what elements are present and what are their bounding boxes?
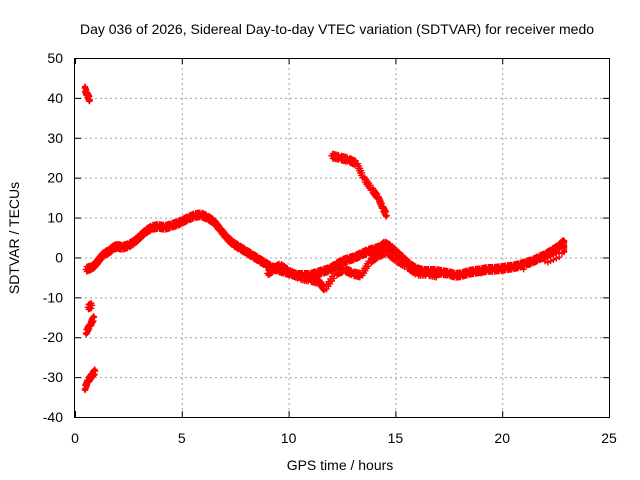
- y-tick-label: -10: [43, 289, 63, 305]
- y-tick-label: 30: [47, 130, 63, 146]
- y-tick-label: -20: [43, 329, 63, 345]
- upper-branch-point: [383, 208, 390, 215]
- y-tick-label: 20: [47, 170, 63, 186]
- lower-branch-point: [294, 270, 301, 277]
- early-segments-point: [86, 96, 93, 103]
- y-tick-label: 50: [47, 50, 63, 66]
- early-segments-point: [91, 314, 98, 321]
- axis-ticks: 0 5 10 15 20 25 -40 -30 -20 -10 0 10 20 30 40 50: [43, 50, 617, 446]
- lower-branch-point: [348, 267, 355, 274]
- lower-branch-point: [411, 266, 418, 273]
- y-tick-label: 40: [47, 90, 63, 106]
- plot-frame: [74, 58, 610, 418]
- x-tick-label: 0: [71, 430, 79, 446]
- upper-branch-point: [383, 212, 390, 219]
- lower-branch-point: [435, 272, 442, 279]
- gridlines: [75, 58, 609, 417]
- main-band-point: [140, 232, 147, 239]
- early-segments-point: [92, 368, 99, 375]
- lower-branch-point: [284, 265, 291, 272]
- early-segments-point: [89, 302, 96, 309]
- early-segments-point: [90, 313, 97, 320]
- y-tick-label: 10: [47, 210, 63, 226]
- lower-branch-point: [477, 270, 484, 277]
- lower-branch-point: [547, 258, 554, 265]
- y-tick-label: -40: [43, 409, 63, 425]
- lower-branch-point: [499, 268, 506, 275]
- y-axis-label: SDTVAR / TECUs: [6, 182, 22, 294]
- upper-branch-point: [367, 182, 374, 189]
- y-tick-label: -30: [43, 369, 63, 385]
- lower-branch-point: [456, 274, 463, 281]
- lower-branch-point: [541, 258, 548, 265]
- x-tick-label: 15: [388, 430, 404, 446]
- data-points: [81, 83, 568, 394]
- lower-branch-point: [520, 266, 527, 273]
- x-tick-label: 5: [178, 430, 186, 446]
- lower-branch-point: [559, 250, 566, 257]
- lower-branch-point: [401, 259, 408, 266]
- x-tick-label: 25: [601, 430, 617, 446]
- x-tick-label: 10: [281, 430, 297, 446]
- y-tick-label: 0: [55, 249, 63, 265]
- upper-branch-point: [359, 169, 366, 176]
- chart-title: Day 036 of 2026, Sidereal Day-to-day VTE…: [80, 21, 594, 37]
- lower-branch-point: [553, 255, 560, 262]
- x-tick-label: 20: [494, 430, 510, 446]
- lower-branch-point: [390, 252, 397, 259]
- lower-branch-point: [556, 249, 563, 256]
- x-axis-label: GPS time / hours: [287, 457, 394, 473]
